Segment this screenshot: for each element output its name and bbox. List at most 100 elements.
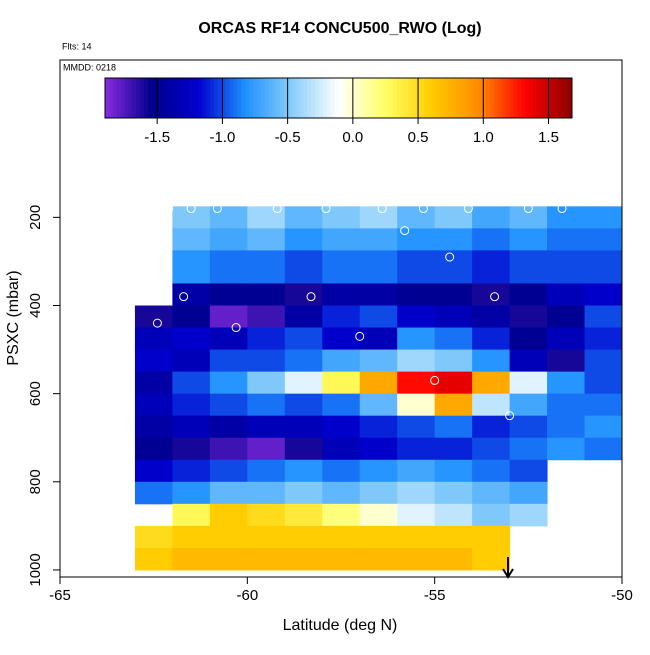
colorbar-segment (564, 78, 569, 118)
heat-cell (209, 371, 248, 395)
heat-cell (359, 349, 398, 373)
colorbar-segment (163, 78, 168, 118)
colorbar-segment (377, 78, 382, 118)
chart-title: ORCAS RF14 CONCU500_RWO (Log) (198, 20, 481, 37)
heat-cell (509, 305, 548, 329)
heat-cell (397, 327, 436, 351)
colorbar-segment (560, 78, 565, 118)
sample-point (321, 204, 331, 214)
heat-cell (359, 228, 398, 251)
heat-cell (397, 525, 436, 549)
heat-cell (359, 327, 398, 351)
heat-cell (284, 283, 323, 306)
heat-cell (359, 503, 398, 527)
colorbar-segment (369, 78, 375, 118)
colorbar-segment (303, 78, 308, 118)
colorbar-segment (291, 78, 297, 118)
heat-cell (322, 283, 361, 306)
colorbar-segment (217, 78, 223, 118)
heat-cell (284, 437, 323, 461)
colorbar-segment (346, 78, 351, 118)
heat-cell (584, 206, 623, 229)
colorbar-segment (482, 78, 487, 118)
heat-cell (509, 437, 548, 461)
heat-cell (284, 547, 323, 571)
colorbar-segment (140, 78, 145, 118)
heat-cell (397, 349, 436, 373)
colorbar-segment (501, 78, 507, 118)
heat-cell (172, 283, 211, 306)
sample-point (418, 204, 428, 214)
colorbar-segment (509, 78, 515, 118)
heat-cell (172, 305, 211, 329)
heat-cell (172, 459, 211, 483)
colorbar-segment (400, 78, 406, 118)
y-axis-label: PSXC (mbar) (5, 270, 22, 365)
colorbar-segment (552, 78, 557, 118)
colorbar-segment (319, 78, 324, 118)
sample-point (377, 204, 387, 214)
heat-cell (172, 481, 211, 505)
heat-cell (509, 481, 548, 505)
colorbar-segment (167, 78, 172, 118)
colorbar-segment (237, 78, 242, 118)
heat-cell (472, 525, 511, 549)
heat-cell (434, 459, 473, 483)
heat-cell (209, 481, 248, 505)
colorbar-segment (128, 78, 133, 118)
x-tick-label: -65 (49, 587, 71, 604)
heat-cell (509, 393, 548, 417)
heat-cell (434, 228, 473, 251)
colorbar-frame (104, 77, 573, 119)
heat-cell (134, 305, 173, 329)
colorbar-segment (280, 78, 285, 118)
colorbar-tick-label: 1.0 (473, 129, 494, 146)
colorbar-segment (556, 78, 561, 118)
heat-cell (322, 437, 361, 461)
heat-cell (359, 250, 398, 284)
heat-cell (397, 206, 436, 229)
heat-cell (134, 371, 173, 395)
heat-cell (547, 250, 586, 284)
heat-cell (284, 415, 323, 439)
heat-cell (284, 250, 323, 284)
date-label: MMDD: 0218 (63, 62, 116, 72)
heat-cell (209, 206, 248, 229)
heat-cell (434, 305, 473, 329)
heat-cell (322, 228, 361, 251)
heat-cell (322, 250, 361, 284)
colorbar-segment (505, 78, 511, 118)
heat-cell (322, 371, 361, 395)
axes: -65 -60 -55 -50 200 400 600 800 1000 (27, 205, 633, 604)
colorbar-segment (459, 78, 464, 118)
colorbar-segment (385, 78, 390, 118)
heat-cell (172, 547, 211, 571)
heat-cell (397, 250, 436, 284)
heat-cell (172, 371, 211, 395)
colorbar-segment (284, 78, 289, 118)
colorbar: -1.5 -1.0 -0.5 0.0 0.5 1.0 1.5 (104, 77, 573, 146)
colorbar-segment (112, 78, 118, 118)
heat-cell (547, 437, 586, 461)
heat-cell (359, 437, 398, 461)
heat-cell (472, 349, 511, 373)
colorbar-segment (334, 78, 339, 118)
heat-cell (284, 206, 323, 229)
x-axis-label: Latitude (deg N) (283, 617, 398, 634)
heat-cell (359, 459, 398, 483)
heat-cell (547, 327, 586, 351)
colorbar-segment (225, 78, 231, 118)
colorbar-segment (463, 78, 468, 118)
colorbar-segment (276, 78, 281, 118)
colorbar-segment (466, 78, 472, 118)
heat-cell (134, 481, 173, 505)
heat-cell (209, 327, 248, 351)
heat-cell (134, 547, 173, 571)
heat-cell (397, 437, 436, 461)
heat-cell (209, 250, 248, 284)
heat-cell (472, 250, 511, 284)
colorbar-segment (268, 78, 273, 118)
heat-cell (584, 393, 623, 417)
heat-cell (584, 415, 623, 439)
heat-cell (434, 327, 473, 351)
